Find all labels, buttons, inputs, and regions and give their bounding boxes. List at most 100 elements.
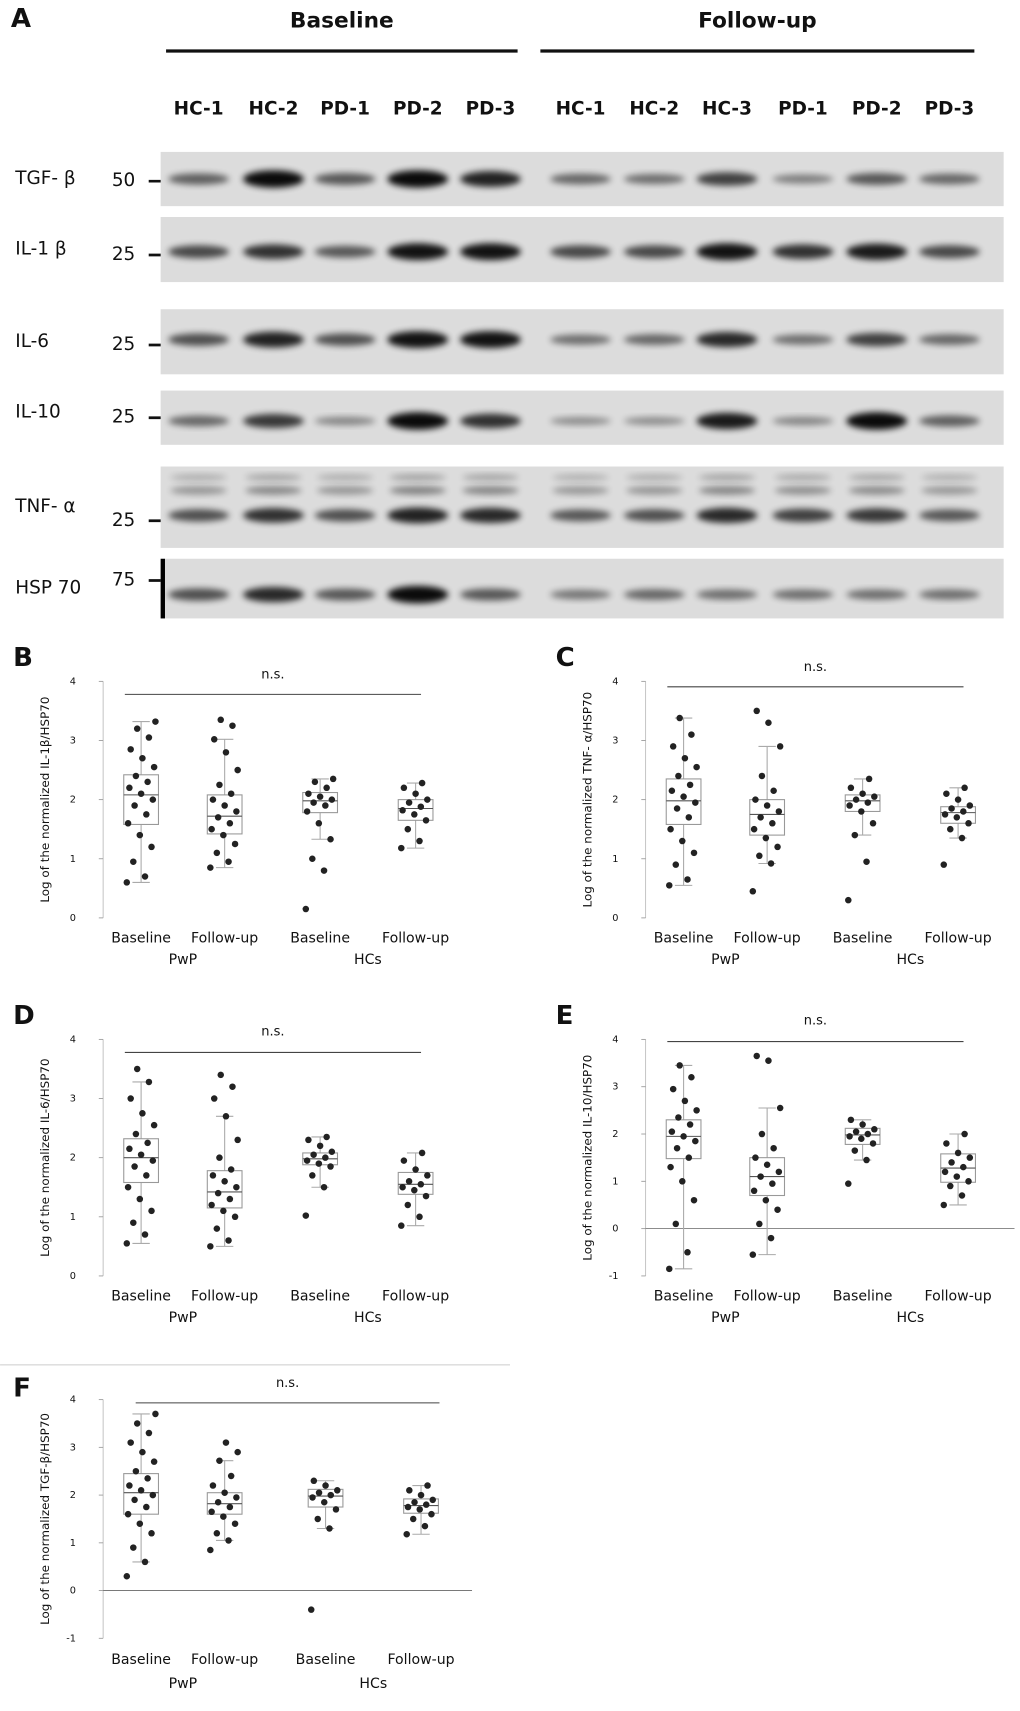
data-point xyxy=(680,1133,687,1140)
data-point xyxy=(311,778,319,786)
data-point xyxy=(213,1225,221,1232)
data-point xyxy=(315,820,323,827)
group-label: PwP xyxy=(711,952,740,968)
band xyxy=(919,245,980,259)
data-point xyxy=(222,1439,230,1446)
data-point xyxy=(769,1180,776,1187)
y-tick-label: 3 xyxy=(70,1442,76,1453)
band xyxy=(243,586,304,603)
data-point xyxy=(149,796,157,803)
panel-label: D xyxy=(13,1001,35,1031)
data-point xyxy=(141,1558,149,1566)
data-point xyxy=(749,1251,757,1258)
data-point xyxy=(763,802,771,809)
annotation: n.s. xyxy=(261,1024,284,1039)
data-point xyxy=(213,849,221,857)
y-tick-label: 2 xyxy=(612,795,618,806)
data-point xyxy=(869,1140,877,1147)
data-point xyxy=(322,802,329,809)
data-point xyxy=(320,1498,328,1506)
data-point xyxy=(130,1544,137,1551)
group-label: HCs xyxy=(896,1310,924,1326)
data-point xyxy=(416,1213,423,1221)
data-point xyxy=(405,799,413,806)
data-point xyxy=(139,754,146,762)
data-point xyxy=(323,784,330,792)
band xyxy=(168,588,229,601)
data-point xyxy=(418,1149,426,1157)
band xyxy=(168,173,229,185)
panel-label: C xyxy=(556,643,575,673)
y-tick-label: 0 xyxy=(612,913,618,924)
band xyxy=(698,486,756,495)
data-point xyxy=(316,793,324,800)
data-point xyxy=(126,1482,133,1489)
data-point xyxy=(126,1145,133,1153)
band xyxy=(623,173,685,185)
data-point xyxy=(399,807,406,814)
lane-label: PD-3 xyxy=(466,99,516,120)
data-point xyxy=(132,1467,140,1475)
data-point xyxy=(422,817,430,824)
x-tick-label: Baseline xyxy=(654,931,714,947)
data-point xyxy=(303,1157,311,1164)
data-point xyxy=(418,779,426,787)
data-point xyxy=(222,1113,230,1120)
band xyxy=(696,172,758,186)
data-point xyxy=(305,790,312,797)
data-point xyxy=(144,778,151,786)
y-tick-label: 2 xyxy=(612,1129,618,1140)
data-point xyxy=(150,1121,158,1129)
band xyxy=(846,243,908,260)
data-point xyxy=(229,1083,236,1090)
lane-label: HC-1 xyxy=(556,99,606,120)
data-point xyxy=(758,1130,766,1138)
band xyxy=(772,334,834,345)
data-point xyxy=(133,1420,141,1427)
band xyxy=(314,333,376,346)
band xyxy=(772,174,834,184)
y-axis-label: Log of the normalized TGF-β/HSP70 xyxy=(38,1413,52,1625)
data-point xyxy=(672,1220,680,1228)
data-point xyxy=(226,820,234,827)
y-tick-label: 1 xyxy=(612,1176,618,1187)
data-point xyxy=(210,1095,218,1102)
data-point xyxy=(409,1515,417,1523)
data-point xyxy=(210,736,218,743)
y-tick-label: 1 xyxy=(70,1212,76,1223)
data-point xyxy=(684,1249,691,1256)
band xyxy=(698,474,756,481)
data-point xyxy=(143,1172,150,1179)
data-point xyxy=(124,1510,132,1518)
band xyxy=(846,173,908,185)
panel-label: F xyxy=(13,1373,31,1403)
blot-row-label: IL-6 xyxy=(15,331,49,352)
data-point xyxy=(133,1065,141,1073)
data-point xyxy=(137,1487,145,1494)
mw-marker: 75 xyxy=(112,569,135,590)
data-point xyxy=(847,784,855,792)
data-point xyxy=(417,1181,425,1188)
data-point xyxy=(763,1161,771,1169)
data-point xyxy=(404,1503,412,1511)
data-point xyxy=(132,1130,140,1138)
x-tick-label: Baseline xyxy=(111,931,171,947)
band xyxy=(696,412,758,430)
band xyxy=(696,507,758,523)
band xyxy=(550,334,611,345)
data-point xyxy=(216,1457,223,1464)
band xyxy=(626,474,683,481)
data-point xyxy=(148,843,155,851)
data-point xyxy=(776,1104,784,1112)
data-point xyxy=(953,814,961,821)
group-label: HCs xyxy=(359,1676,387,1692)
y-axis-label: Log of the normalized TNF- α/HSP70 xyxy=(581,692,595,908)
data-point xyxy=(845,896,852,904)
data-point xyxy=(863,858,870,865)
data-point xyxy=(126,784,133,792)
band xyxy=(623,334,685,346)
x-tick-label: Baseline xyxy=(111,1289,171,1305)
data-point xyxy=(127,1439,134,1446)
lane-label: PD-2 xyxy=(393,99,443,120)
band xyxy=(245,474,302,481)
